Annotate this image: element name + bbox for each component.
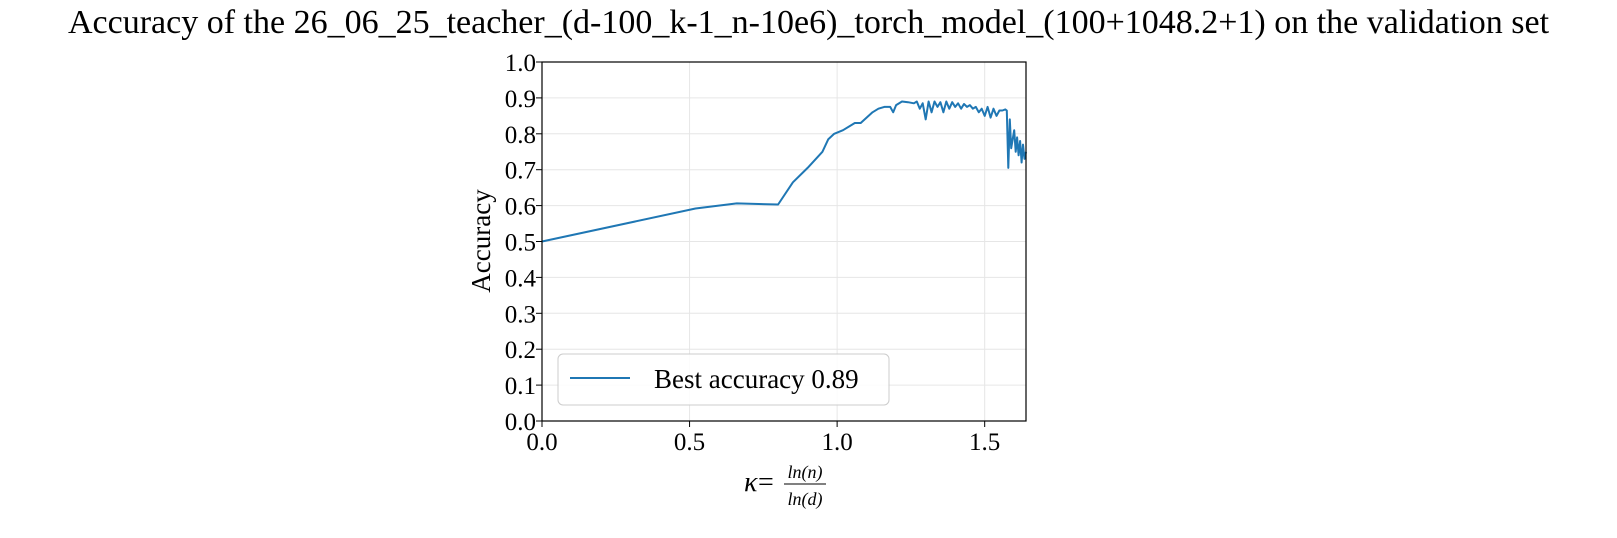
y-tick-label: 1.0	[505, 50, 536, 77]
x-tick-label: 1.5	[969, 429, 1000, 456]
y-tick-label: 0.5	[505, 230, 536, 257]
y-axis-label: Accuracy	[466, 189, 496, 293]
x-tick-label: 0.0	[526, 429, 557, 456]
x-axis-label: κ = ln(n) ln(d)	[744, 462, 826, 510]
x-axis-denominator: ln(d)	[788, 489, 823, 510]
x-axis-numerator: ln(n)	[788, 462, 823, 483]
legend-box	[557, 353, 890, 406]
y-tick-label: 0.1	[505, 373, 536, 400]
y-tick-label: 0.9	[505, 86, 536, 113]
y-tick-label: 0.8	[505, 122, 536, 149]
chart-title: Accuracy of the 26_06_25_teacher_(d-100_…	[67, 4, 1550, 41]
ticks: 0.0 0.1 0.2 0.3 0.4 0.5 0.6 0.7 0.8 0.9 1.0 0.0 0.5 1…	[505, 50, 1001, 456]
x-axis-symbol: κ	[744, 467, 758, 498]
y-tick-label: 0.0	[505, 409, 536, 436]
series-lines	[541, 100, 1027, 243]
y-tick-label: 0.7	[505, 158, 536, 185]
y-tick-label: 0.3	[505, 301, 536, 328]
y-tick-label: 0.6	[505, 194, 536, 221]
x-tick-label: 1.0	[821, 429, 852, 456]
legend-label: Best accuracy 0.89	[654, 364, 859, 394]
legend: Best accuracy 0.89	[557, 353, 890, 406]
series-line-0	[541, 100, 1027, 243]
x-tick-label: 0.5	[674, 429, 705, 456]
y-tick-label: 0.2	[505, 337, 536, 364]
y-tick-label: 0.4	[505, 265, 537, 292]
x-axis-equals: =	[758, 467, 774, 498]
